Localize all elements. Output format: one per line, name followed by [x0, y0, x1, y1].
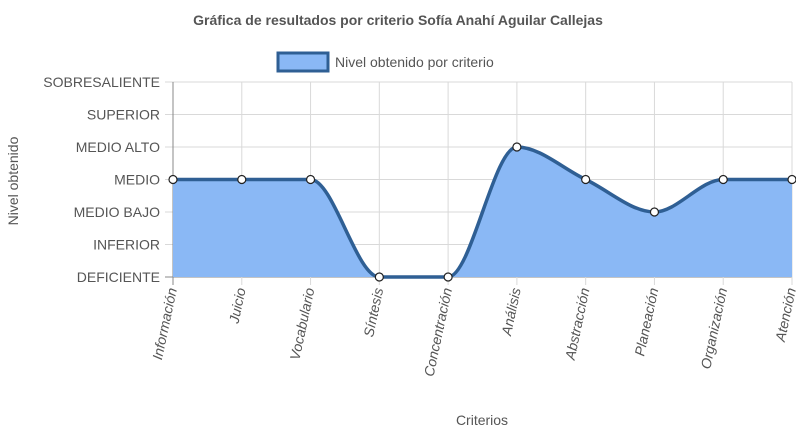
data-point[interactable]: [787, 174, 796, 185]
data-points: [168, 142, 796, 282]
x-tick-label: Juicio: [225, 286, 248, 326]
data-area: [173, 145, 792, 279]
x-tick-label: Planeación: [631, 286, 661, 357]
legend-label: Nivel obtenido por criterio: [335, 54, 494, 70]
y-tick-label: DEFICIENTE: [77, 269, 160, 285]
legend[interactable]: Nivel obtenido por criterio: [276, 51, 494, 73]
x-tick-label: Organización: [697, 286, 730, 370]
y-axis-title: Nivel obtenido: [5, 136, 21, 225]
data-point[interactable]: [305, 174, 316, 185]
data-point[interactable]: [512, 142, 522, 152]
data-point[interactable]: [649, 207, 660, 217]
data-point[interactable]: [718, 174, 728, 185]
y-tick-label: MEDIO: [114, 172, 160, 188]
y-tick-label: MEDIO BAJO: [74, 204, 160, 220]
x-tick-label: Vocabulario: [287, 286, 318, 361]
y-tick-label: SUPERIOR: [87, 107, 160, 123]
x-tick-label: Síntesis: [360, 286, 386, 338]
y-tick-label: SOBRESALIENTE: [43, 74, 160, 90]
x-tick-label: Análisis: [498, 286, 524, 338]
x-axis-ticks: Información Juicio Vocabulario Síntesis Conc…: [149, 286, 796, 378]
y-tick-label: INFERIOR: [93, 237, 160, 253]
data-point[interactable]: [374, 272, 384, 282]
series-line: [173, 145, 792, 279]
data-point[interactable]: [168, 174, 178, 185]
y-axis-ticks: DEFICIENTE INFERIOR MEDIO BAJO MEDIO MEDIO A…: [43, 74, 160, 285]
legend-swatch: [276, 51, 330, 73]
data-point[interactable]: [443, 272, 453, 282]
data-point[interactable]: [581, 174, 591, 185]
chart-title: Gráfica de resultados por criterio Sofía…: [193, 12, 603, 28]
x-axis-title: Criterios: [456, 412, 508, 428]
x-tick-label: Atención: [772, 286, 796, 344]
x-tick-label: Abstracción: [562, 286, 593, 362]
x-tick-label: Concentración: [421, 286, 455, 378]
x-tick-label: Información: [149, 286, 180, 361]
y-tick-label: MEDIO ALTO: [76, 139, 160, 155]
data-point[interactable]: [237, 174, 247, 185]
